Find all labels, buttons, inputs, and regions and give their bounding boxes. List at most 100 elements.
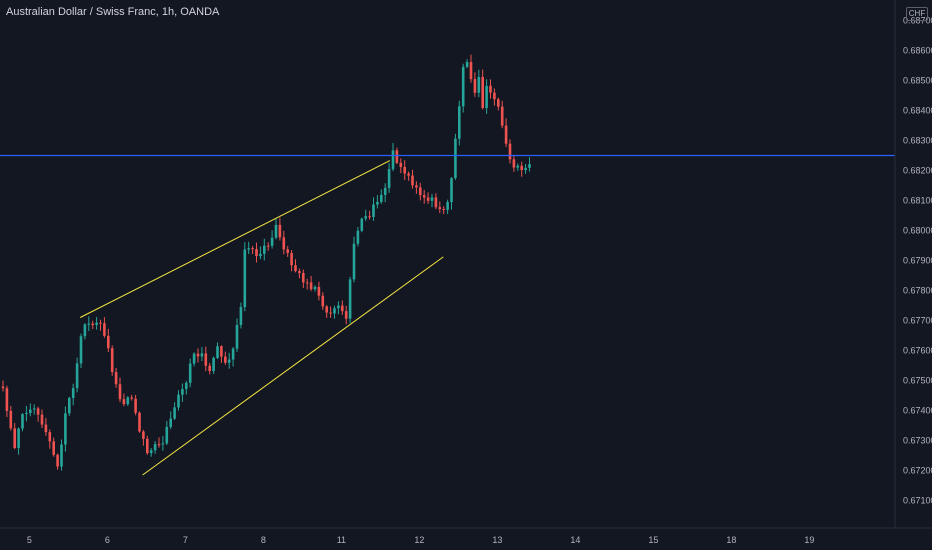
candle-body[interactable] [231,348,235,360]
candle-body[interactable] [227,359,231,363]
candle-body[interactable] [149,450,153,454]
candle-body[interactable] [122,399,126,405]
candle-body[interactable] [32,408,36,410]
candle-body[interactable] [341,305,344,312]
candle-body[interactable] [220,346,223,357]
candle-body[interactable] [325,306,328,313]
candle-body[interactable] [469,62,473,80]
candle-body[interactable] [399,162,403,168]
candle-body[interactable] [56,454,59,467]
candle-body[interactable] [235,325,239,349]
candle-body[interactable] [528,164,531,168]
candle-body[interactable] [181,389,184,395]
candle-body[interactable] [110,348,114,373]
candle-body[interactable] [25,413,28,415]
candle-body[interactable] [516,165,520,168]
candle-body[interactable] [255,249,258,257]
candle-body[interactable] [208,365,211,372]
candle-body[interactable] [477,76,481,93]
candle-body[interactable] [461,66,465,107]
candle-body[interactable] [87,323,91,325]
candle-body[interactable] [243,249,247,308]
candle-body[interactable] [294,265,297,272]
candle-body[interactable] [68,397,71,414]
candle-body[interactable] [185,382,188,390]
candle-body[interactable] [48,432,52,442]
candle-body[interactable] [177,394,180,408]
candle-body[interactable] [504,125,508,144]
candle-body[interactable] [329,312,332,314]
candle-body[interactable] [512,159,516,168]
candle-body[interactable] [364,216,367,219]
candle-body[interactable] [290,252,293,266]
candle-body[interactable] [9,410,13,429]
candle-body[interactable] [411,175,414,186]
candle-body[interactable] [485,85,488,109]
candle-body[interactable] [138,412,141,432]
candle-body[interactable] [524,167,527,171]
candle-body[interactable] [165,426,169,444]
candle-body[interactable] [465,62,469,67]
candle-body[interactable] [173,407,176,419]
candle-body[interactable] [107,335,110,349]
candle-body[interactable] [103,323,106,336]
candle-body[interactable] [454,138,457,179]
candle-body[interactable] [368,216,371,218]
candle-body[interactable] [270,237,274,246]
candle-body[interactable] [446,202,449,210]
candle-body[interactable] [29,409,32,414]
candle-body[interactable] [360,218,364,231]
candle-body[interactable] [426,197,430,201]
candle-body[interactable] [5,388,9,411]
candle-body[interactable] [407,173,410,176]
candle-body[interactable] [274,224,278,238]
candle-body[interactable] [157,444,161,446]
candle-body[interactable] [247,248,250,250]
candle-body[interactable] [438,207,442,209]
candle-body[interactable] [192,353,196,364]
candle-body[interactable] [372,204,375,217]
candle-body[interactable] [352,243,356,280]
candle-body[interactable] [493,92,496,100]
candle-body[interactable] [387,169,391,188]
candle-body[interactable] [450,178,453,203]
candle-body[interactable] [481,76,484,109]
candle-body[interactable] [60,444,63,467]
candle-body[interactable] [83,324,87,337]
candle-body[interactable] [508,143,512,160]
candle-body[interactable] [204,353,208,366]
candle-body[interactable] [286,249,289,253]
time-axis[interactable]: 5 6 7 8 11 12 13 14 15 18 19 [0,527,932,545]
candle-body[interactable] [430,197,434,201]
candle-body[interactable] [64,413,67,445]
candle-body[interactable] [239,307,243,326]
candle-body[interactable] [142,431,145,439]
candle-body[interactable] [114,372,118,385]
candle-body[interactable] [259,253,262,257]
candle-body[interactable] [79,336,83,364]
candle-body[interactable] [134,398,137,413]
candle-body[interactable] [21,414,24,429]
candle-body[interactable] [419,187,422,196]
candle-body[interactable] [298,271,301,273]
candle-body[interactable] [196,353,200,357]
candle-body[interactable] [95,322,98,326]
candle-body[interactable] [146,438,149,454]
candle-body[interactable] [91,323,94,326]
candle-body[interactable] [356,230,360,244]
candle-body[interactable] [344,311,348,319]
candle-body[interactable] [52,441,55,455]
candle-body[interactable] [302,272,305,283]
candle-body[interactable] [40,414,44,425]
candle-body[interactable] [251,248,254,250]
price-axis[interactable]: 0.687000.686000.685000.684000.683000.682… [894,0,932,528]
candle-body[interactable] [337,305,340,309]
candle-body[interactable] [266,245,270,247]
candle-body[interactable] [263,245,266,254]
candle-body[interactable] [383,187,387,195]
candle-body[interactable] [391,150,395,170]
candle-body[interactable] [71,388,75,398]
candle-body[interactable] [333,308,336,314]
